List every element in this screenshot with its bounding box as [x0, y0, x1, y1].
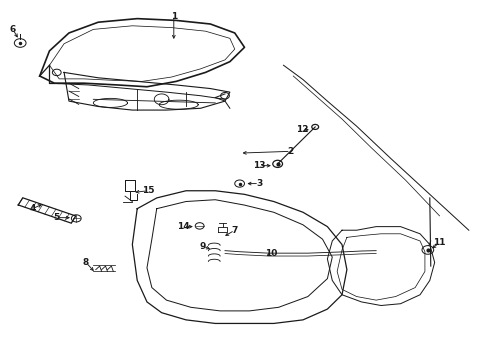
Text: 11: 11 — [432, 238, 445, 247]
Text: 4: 4 — [29, 204, 36, 213]
Text: 14: 14 — [177, 222, 189, 231]
Text: 5: 5 — [54, 213, 60, 222]
Text: 10: 10 — [264, 249, 277, 258]
Text: 13: 13 — [252, 161, 265, 170]
Text: 12: 12 — [295, 125, 307, 134]
Text: 6: 6 — [10, 25, 16, 34]
Text: 1: 1 — [170, 12, 177, 21]
Text: 15: 15 — [142, 186, 154, 195]
Text: 3: 3 — [256, 179, 262, 188]
Text: 9: 9 — [200, 242, 206, 251]
Text: 2: 2 — [287, 147, 293, 156]
Text: 7: 7 — [231, 226, 238, 235]
Text: 8: 8 — [83, 258, 89, 267]
